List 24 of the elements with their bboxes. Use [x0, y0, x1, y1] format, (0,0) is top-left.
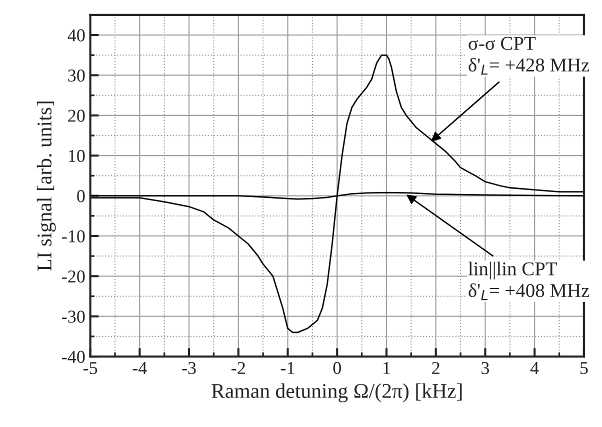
x-tick-label: -4	[132, 362, 147, 374]
y-tick-label: 0	[77, 190, 85, 202]
x-tick-label: 1	[384, 362, 390, 374]
y-tick-label: 40	[68, 29, 85, 42]
x-tick-label: 3	[482, 362, 490, 374]
y-tick-label: -40	[62, 350, 85, 363]
x-tick-label: 5	[580, 362, 588, 374]
x-tick-label: -3	[182, 362, 196, 374]
y-tick-label: -30	[62, 310, 85, 323]
x-tick-label: 2	[432, 362, 440, 374]
x-tick-label: 4	[530, 362, 539, 374]
y-tick-label: -10	[62, 230, 85, 242]
x-axis-title: Raman detuning Ω/(2π) [kHz]	[212, 383, 462, 402]
x-tick-label: 0	[333, 362, 341, 374]
y-tick-label: 10	[68, 150, 85, 162]
x-tick-label: -1	[280, 362, 294, 374]
y-tick-label: 20	[68, 110, 85, 122]
annotation: lin||lin CPT δ'$_{L}$= +408 MHz	[468, 262, 590, 300]
y-axis-title: LI signal [arb. units]	[36, 102, 56, 271]
annotation: σ-σ CPT δ'$_{L}$= +428 MHz	[468, 36, 590, 75]
x-tick-label: -5	[83, 362, 98, 374]
x-tick-label: -2	[232, 362, 245, 374]
y-tick-label: 30	[68, 69, 85, 82]
y-tick-label: -20	[62, 270, 85, 283]
